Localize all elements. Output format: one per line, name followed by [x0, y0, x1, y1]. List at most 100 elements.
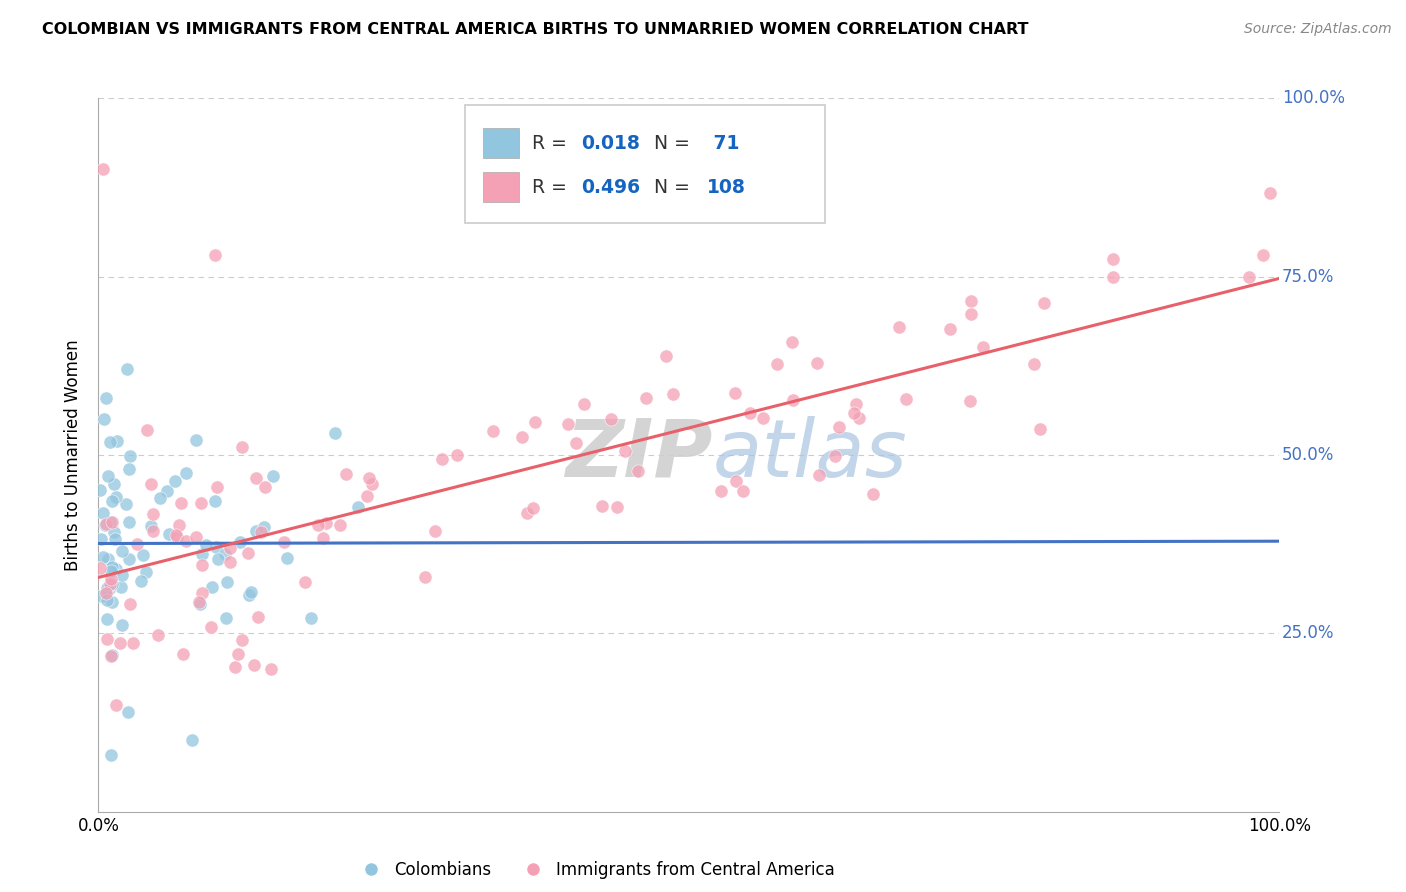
Text: COLOMBIAN VS IMMIGRANTS FROM CENTRAL AMERICA BIRTHS TO UNMARRIED WOMEN CORRELATI: COLOMBIAN VS IMMIGRANTS FROM CENTRAL AME…	[42, 22, 1029, 37]
Point	[228, 647, 250, 661]
Text: Source: ZipAtlas.com: Source: ZipAtlas.com	[1244, 22, 1392, 37]
Point	[190, 586, 212, 600]
Point	[245, 471, 267, 485]
Point	[191, 558, 214, 572]
Point	[97, 552, 120, 566]
Point	[105, 562, 128, 576]
Text: 25.0%: 25.0%	[1282, 624, 1334, 642]
Point	[98, 577, 121, 591]
Point	[174, 533, 197, 548]
Point	[1253, 248, 1275, 262]
Point	[1029, 422, 1052, 436]
Point	[90, 590, 112, 604]
Point	[100, 573, 122, 587]
Point	[523, 415, 546, 429]
Point	[1237, 269, 1260, 284]
Point	[738, 406, 761, 420]
Point	[959, 394, 981, 409]
Text: 50.0%: 50.0%	[1282, 446, 1334, 464]
Point	[104, 532, 127, 546]
Point	[323, 425, 346, 440]
Point	[167, 517, 190, 532]
Point	[229, 535, 252, 549]
Point	[149, 491, 172, 505]
Point	[100, 515, 122, 529]
Text: 0.018: 0.018	[582, 134, 640, 153]
Point	[591, 499, 613, 513]
Point	[166, 531, 188, 545]
Point	[939, 321, 962, 335]
Point	[246, 610, 269, 624]
Point	[413, 570, 436, 584]
Point	[848, 411, 870, 425]
Point	[96, 581, 118, 595]
Point	[356, 490, 378, 504]
Point	[118, 515, 141, 529]
Point	[260, 662, 283, 676]
Text: R =: R =	[531, 178, 572, 197]
Point	[104, 698, 127, 712]
Point	[118, 461, 141, 475]
Point	[828, 420, 851, 434]
Text: 75.0%: 75.0%	[1282, 268, 1334, 285]
Point	[166, 527, 188, 541]
Point	[105, 490, 128, 504]
Point	[243, 657, 266, 672]
Point	[224, 660, 246, 674]
Point	[231, 632, 253, 647]
Point	[101, 648, 124, 662]
Point	[972, 340, 994, 354]
Point	[273, 535, 295, 549]
Point	[231, 440, 253, 454]
Point	[360, 477, 382, 491]
Point	[808, 468, 831, 483]
Point	[93, 412, 115, 426]
Point	[250, 525, 273, 540]
Point	[662, 387, 685, 401]
Point	[122, 636, 145, 650]
Point	[725, 475, 748, 489]
Point	[219, 555, 242, 569]
Point	[114, 497, 136, 511]
Point	[214, 611, 236, 625]
Point	[200, 620, 222, 634]
Point	[294, 574, 316, 589]
Point	[89, 561, 111, 575]
Point	[510, 430, 533, 444]
Point	[862, 487, 884, 501]
Point	[110, 618, 132, 632]
Point	[887, 319, 910, 334]
Point	[157, 526, 180, 541]
Point	[245, 524, 267, 538]
Point	[780, 334, 803, 349]
Point	[132, 549, 155, 563]
Point	[204, 494, 226, 508]
Point	[190, 496, 212, 510]
Point	[100, 493, 122, 508]
Point	[766, 357, 789, 371]
Point	[522, 501, 544, 516]
Text: ZIP: ZIP	[565, 416, 713, 494]
Point	[170, 496, 193, 510]
Point	[91, 549, 114, 564]
Point	[724, 386, 747, 401]
Point	[733, 484, 755, 499]
Point	[215, 574, 238, 589]
Point	[120, 597, 142, 611]
FancyBboxPatch shape	[484, 172, 519, 202]
Text: 0.496: 0.496	[582, 178, 641, 197]
Point	[335, 467, 357, 481]
Point	[186, 434, 208, 448]
Point	[627, 464, 650, 478]
Text: 71: 71	[707, 134, 740, 153]
Point	[446, 448, 468, 462]
Point	[307, 518, 329, 533]
Point	[111, 544, 134, 558]
Point	[1102, 270, 1125, 285]
Point	[188, 595, 211, 609]
Point	[782, 392, 804, 407]
Point	[101, 594, 124, 608]
Y-axis label: Births to Unmarried Women: Births to Unmarried Women	[65, 339, 83, 571]
Point	[205, 541, 228, 555]
Point	[960, 294, 983, 309]
